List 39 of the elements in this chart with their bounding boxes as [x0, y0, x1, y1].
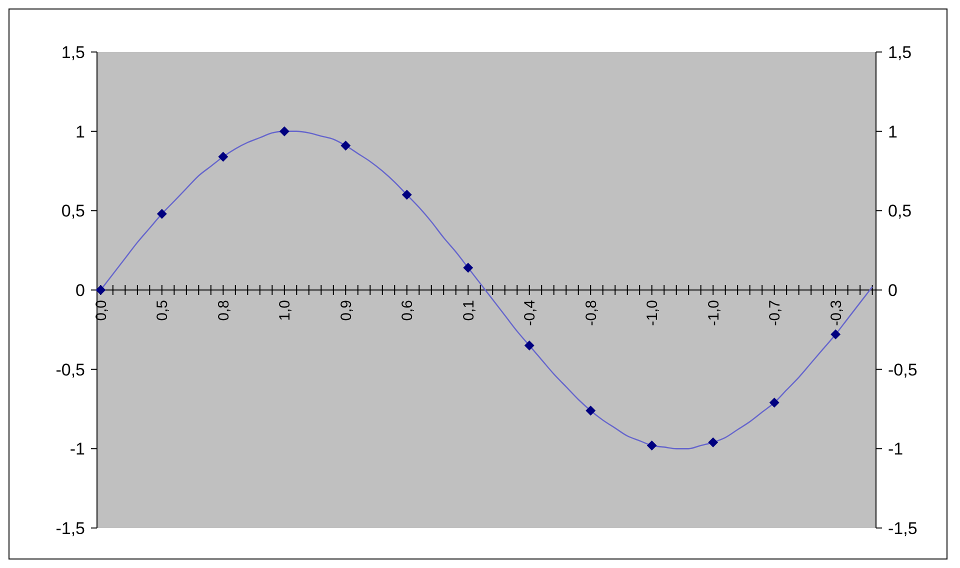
point [708, 437, 718, 448]
y-tick-label: 0 [76, 280, 85, 300]
x-tick-label: -0,7 [766, 300, 784, 326]
x-tick-label: -0,8 [582, 300, 600, 326]
y-tick-label: -1,5 [56, 518, 85, 538]
point [279, 126, 290, 136]
x-tick-label: 1,0 [276, 300, 294, 321]
point [830, 329, 841, 340]
x-tick-label: 0,8 [215, 300, 232, 321]
y2-tick-label: -1,5 [888, 518, 918, 538]
y2-tick-label: 1 [888, 122, 898, 142]
x-tick-label: 0,5 [154, 300, 172, 321]
point [218, 152, 228, 162]
point [769, 398, 780, 408]
y2-tick-label: -1 [888, 440, 904, 459]
y-tick-label: -0,5 [56, 360, 85, 380]
y2-tick-label: 0,5 [888, 202, 912, 221]
point [524, 340, 534, 351]
x-tick-label: -0,4 [522, 300, 539, 326]
y2-tick-label: -0,5 [888, 360, 918, 380]
y2-tick-label: 1,5 [888, 42, 912, 62]
point [402, 190, 412, 200]
x-tick-label: -1,0 [705, 300, 722, 326]
point [586, 406, 596, 416]
y-tick-label: -1 [70, 440, 85, 459]
point [96, 285, 106, 295]
point [340, 140, 351, 151]
point [463, 262, 474, 273]
y-tick-label: 1,5 [61, 42, 85, 62]
x-tick-label: 0,1 [460, 300, 478, 321]
y-tick-label: 1 [76, 122, 85, 142]
point [646, 440, 657, 450]
x-tick-label: -0,3 [828, 300, 845, 326]
x-tick-label: 0,6 [399, 300, 416, 321]
x-tick-label: 0,9 [338, 300, 355, 321]
x-tick-label: -1,0 [644, 300, 662, 326]
point [156, 208, 167, 219]
y2-tick-label: 0 [888, 280, 898, 300]
y-tick-label: 0,5 [61, 202, 85, 221]
